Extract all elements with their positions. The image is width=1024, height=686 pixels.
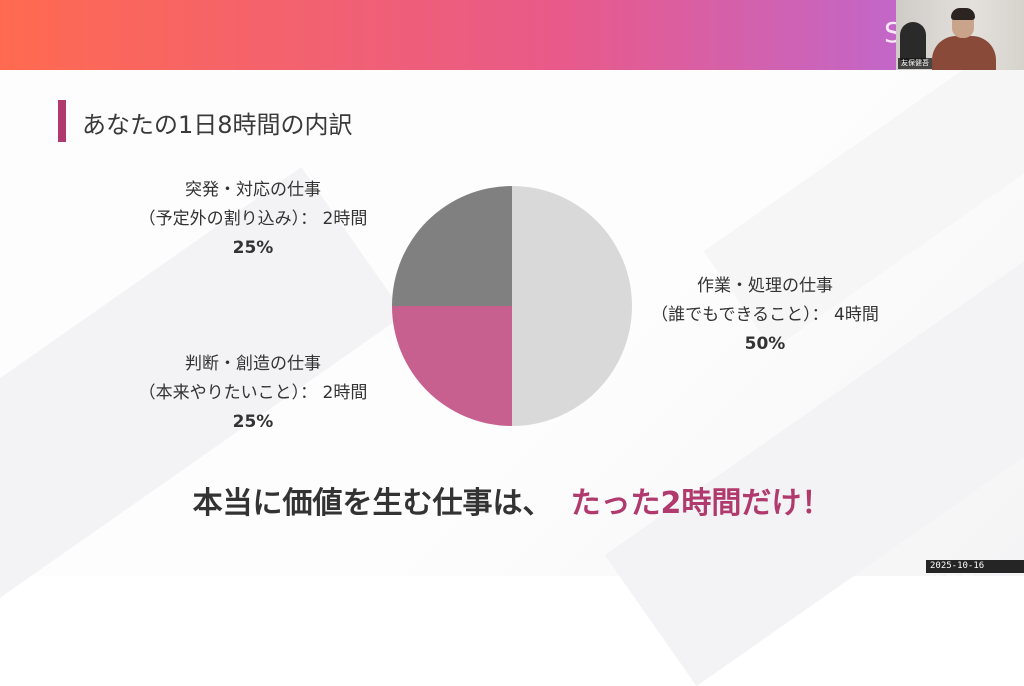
title-accent-bar (58, 100, 66, 142)
pie-label-work-percent: 50% (744, 334, 786, 354)
key-message-main: 本当に価値を生む仕事は、 (192, 486, 553, 521)
slide-title: あなたの1日8時間の内訳 (82, 111, 353, 139)
webcam-person-body (932, 36, 996, 70)
header-gradient-bar (0, 0, 1024, 70)
pie-slice-work (512, 186, 632, 426)
pie-slice-judgment (392, 306, 512, 426)
pie-label-work-line2: （誰でもできること）： 4時間 (651, 305, 879, 325)
webcam-chair (900, 22, 926, 62)
pie-label-work-line1: 作業・処理の仕事 (697, 276, 833, 296)
pie-chart (392, 186, 632, 426)
webcam-person-hair (951, 8, 975, 20)
pie-label-sudden-percent: 25% (232, 238, 274, 258)
webcam-video: 友保健吾 (896, 0, 1024, 70)
pie-label-sudden-line2: （予定外の割り込み）： 2時間 (138, 209, 368, 229)
pie-slice-sudden (392, 186, 512, 306)
pie-label-work: 作業・処理の仕事 （誰でもできること）： 4時間 50% (630, 272, 900, 359)
key-message-accent: たった2時間だけ！ (570, 486, 832, 521)
pie-label-judgment-line1: 判断・創造の仕事 (185, 354, 321, 374)
pie-label-judgment-line2: （本来やりたいこと）： 2時間 (138, 383, 368, 403)
pie-label-judgment: 判断・創造の仕事 （本来やりたいこと）： 2時間 25% (118, 350, 388, 437)
pie-label-sudden-line1: 突発・対応の仕事 (185, 180, 321, 200)
recording-timestamp: 2025-10-16 20:20:20 (926, 560, 1024, 584)
pie-label-sudden: 突発・対応の仕事 （予定外の割り込み）： 2時間 25% (118, 176, 388, 263)
pie-label-judgment-percent: 25% (232, 412, 274, 432)
webcam-name-label: 友保健吾 (898, 58, 932, 69)
key-message: 本当に価値を生む仕事は、 たった2時間だけ！ (0, 478, 1024, 522)
